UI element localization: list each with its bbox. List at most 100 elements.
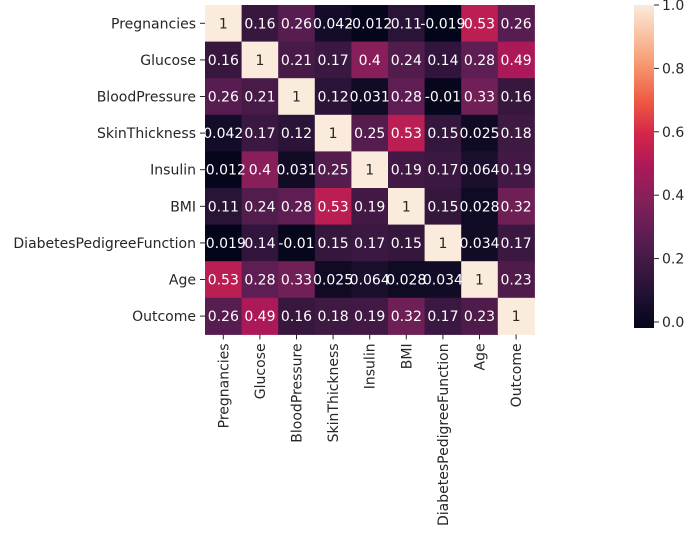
- y-tick-label: Glucose: [140, 53, 196, 69]
- cell-value-label: 0.17: [244, 126, 275, 142]
- cell-value-label: 0.33: [281, 273, 312, 289]
- heatmap-cell: [351, 114, 389, 152]
- cell-value-label: 1: [219, 16, 228, 32]
- heatmap-cell: [314, 188, 352, 226]
- heatmap-cell: [205, 114, 243, 152]
- cell-value-label: 0.25: [318, 163, 349, 179]
- cell-value-label: 0.15: [318, 236, 349, 252]
- cell-value-label: -0.019: [201, 236, 246, 252]
- cell-value-label: 0.11: [208, 199, 239, 215]
- heatmap-cell: [497, 41, 535, 79]
- heatmap-cell: [424, 151, 462, 189]
- heatmap-cell: [205, 297, 243, 335]
- x-tick-label: BMI: [399, 343, 415, 369]
- y-tick-label: Age: [169, 273, 196, 289]
- heatmap-cell: [424, 261, 462, 299]
- cell-value-label: 0.26: [501, 16, 532, 32]
- cell-value-label: 0.24: [391, 53, 422, 69]
- heatmap-cell: [461, 5, 499, 43]
- cell-value-label: 0.18: [501, 126, 532, 142]
- heatmap-cell: [241, 261, 279, 299]
- x-tick-label: BloodPressure: [290, 343, 306, 442]
- colorbar-tick-label: 1.0: [662, 0, 684, 14]
- cell-value-label: -0.01: [425, 90, 461, 106]
- x-tick-label: Glucose: [253, 343, 269, 399]
- heatmap-cell: [241, 114, 279, 152]
- colorbar-tick-label: 0.6: [662, 125, 684, 141]
- heatmap-cell: [497, 151, 535, 189]
- y-tick-label: DiabetesPedigreeFunction: [13, 236, 196, 252]
- cell-value-label: 0.025: [459, 126, 499, 142]
- cell-value-label: 0.24: [244, 199, 275, 215]
- heatmap-cell: [278, 224, 316, 262]
- cell-value-label: 0.14: [427, 53, 458, 69]
- heatmap-cell: [497, 114, 535, 152]
- heatmap-cell: [424, 188, 462, 226]
- heatmap-cell: [497, 78, 535, 116]
- cell-value-label: 0.028: [386, 273, 426, 289]
- cell-value-label: 0.19: [391, 163, 422, 179]
- heatmap-cell: [497, 224, 535, 262]
- heatmap-cell: [314, 114, 352, 152]
- heatmap-cell: [278, 78, 316, 116]
- heatmap-cell: [241, 5, 279, 43]
- cell-value-label: 0.17: [427, 163, 458, 179]
- cell-value-label: 0.49: [501, 53, 532, 69]
- colorbar-gradient: [634, 5, 654, 328]
- cell-value-label: 0.53: [391, 126, 422, 142]
- cell-value-label: -0.012: [347, 16, 392, 32]
- cell-value-label: 0.14: [244, 236, 275, 252]
- cell-value-label: 0.21: [244, 90, 275, 106]
- heatmap-cell: [351, 151, 389, 189]
- heatmap-cell: [388, 41, 426, 79]
- cell-value-label: 0.028: [459, 199, 499, 215]
- x-tick-label: DiabetesPedigreeFunction: [436, 343, 452, 526]
- heatmap-cell: [388, 188, 426, 226]
- heatmap-cell: [205, 224, 243, 262]
- cell-value-label: 0.12: [281, 126, 312, 142]
- cell-value-label: 1: [255, 53, 264, 69]
- heatmap-cell: [205, 188, 243, 226]
- heatmap-cell: [424, 297, 462, 335]
- cell-value-label: 0.25: [354, 126, 385, 142]
- heatmap-cell: [461, 114, 499, 152]
- x-tick-labels: Pregnancies Glucose BloodPressure SkinThick…: [216, 334, 525, 526]
- heatmap-cell: [205, 151, 243, 189]
- cell-value-label: 0.034: [459, 236, 499, 252]
- y-tick-label: BloodPressure: [97, 90, 196, 106]
- y-tick-label: BMI: [170, 199, 196, 215]
- cell-value-label: 0.15: [427, 199, 458, 215]
- heatmap-cell: [278, 297, 316, 335]
- heatmap-cell: [461, 41, 499, 79]
- x-tick-label: SkinThickness: [326, 343, 342, 442]
- cell-value-label: 0.32: [501, 199, 532, 215]
- cell-value-label: 0.19: [501, 163, 532, 179]
- cell-value-label: 0.4: [249, 163, 271, 179]
- cell-value-label: 0.17: [501, 236, 532, 252]
- heatmap-cell: [351, 78, 389, 116]
- heatmap-cell: [461, 261, 499, 299]
- cell-value-label: 0.034: [423, 273, 463, 289]
- heatmap-cells: [205, 5, 535, 335]
- heatmap-cell: [314, 297, 352, 335]
- heatmap-cell: [497, 297, 535, 335]
- heatmap-cell: [424, 5, 462, 43]
- cell-value-label: 0.18: [318, 309, 349, 325]
- heatmap-cell: [424, 41, 462, 79]
- heatmap-cell: [351, 188, 389, 226]
- cell-value-label: 1: [365, 163, 374, 179]
- heatmap-cell: [314, 151, 352, 189]
- heatmap-cell: [388, 224, 426, 262]
- heatmap-cell: [497, 261, 535, 299]
- heatmap-cell: [461, 224, 499, 262]
- y-tick-label: SkinThickness: [97, 126, 196, 142]
- heatmap-cell: [278, 114, 316, 152]
- heatmap-cell: [388, 5, 426, 43]
- heatmap-cell: [314, 41, 352, 79]
- cell-value-label: -0.012: [201, 163, 246, 179]
- heatmap-cell: [351, 224, 389, 262]
- cell-value-label: 0.11: [391, 16, 422, 32]
- heatmap-cell: [388, 114, 426, 152]
